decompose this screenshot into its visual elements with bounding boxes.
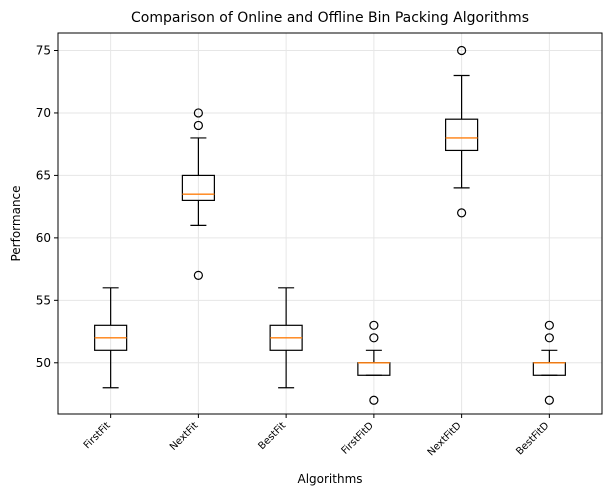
box-FirstFitD (357, 320, 391, 405)
x-tick-label: BestFitD (514, 420, 551, 457)
iqr-box (445, 118, 479, 152)
x-tick-label: NextFitD (426, 420, 464, 458)
outlier-point (193, 120, 203, 131)
x-axis-label: Algorithms (297, 472, 362, 486)
grid-lines (58, 33, 602, 414)
x-tick-label: NextFit (168, 420, 201, 453)
outlier-point (369, 395, 379, 405)
x-tick-label: FirstFit (82, 420, 113, 451)
box-BestFit (269, 287, 303, 389)
box-FirstFit (94, 287, 128, 389)
x-tick-label: BestFit (257, 420, 289, 452)
y-tick-label: 65 (36, 168, 51, 182)
y-axis-label: Performance (9, 185, 23, 261)
box-NextFit (181, 108, 215, 280)
outlier-point (193, 270, 203, 280)
plot-frame (57, 32, 603, 415)
y-tick-label: 60 (36, 231, 51, 245)
y-tick-label: 50 (36, 356, 51, 370)
outlier-point (457, 208, 467, 218)
outlier-point (369, 333, 379, 343)
x-axis: FirstFit NextFit BestFit FirstFitD NextFitD B… (82, 414, 552, 458)
box-NextFitD (445, 45, 479, 218)
outlier-point (544, 333, 554, 343)
outlier-point (369, 320, 379, 330)
y-tick-label: 70 (36, 106, 51, 120)
box-BestFitD (532, 320, 566, 405)
x-tick-label: FirstFitD (340, 420, 377, 457)
box-series (94, 45, 566, 405)
outlier-point (544, 395, 554, 405)
iqr-box (181, 174, 215, 201)
y-tick-label: 75 (36, 43, 51, 57)
chart-title: Comparison of Online and Offline Bin Pac… (131, 10, 529, 26)
y-tick-label: 55 (36, 293, 51, 307)
outlier-point (193, 108, 203, 118)
outlier-point (544, 320, 554, 330)
y-axis: 50 55 60 65 70 75 (36, 43, 58, 370)
outlier-point (457, 45, 467, 56)
